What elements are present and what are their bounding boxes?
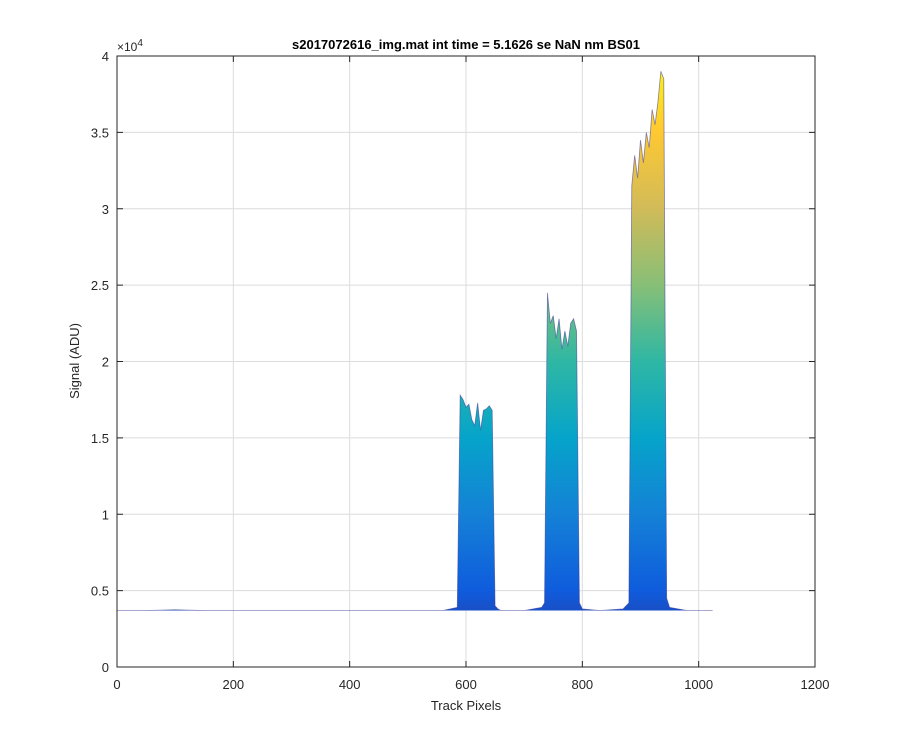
grid-lines [117, 56, 815, 667]
y-axis-exponent-power: 4 [137, 38, 143, 49]
x-tick-label: 1000 [684, 677, 713, 692]
y-tick-labels: 0 0.5 1 1.5 2 2.5 3 3.5 4 [91, 49, 109, 675]
x-tick-label: 0 [113, 677, 120, 692]
x-tick-labels: 0 200 400 600 800 1000 1200 [113, 677, 829, 692]
y-tick-label: 0 [102, 660, 109, 675]
y-tick-label: 2 [102, 355, 109, 370]
y-axis-label: Signal (ADU) [67, 323, 82, 399]
y-tick-label: 0.5 [91, 584, 109, 599]
axes [116, 55, 816, 668]
data-layer [117, 71, 713, 611]
x-axis-label: Track Pixels [431, 698, 502, 713]
y-tick-label: 3 [102, 202, 109, 217]
series-line [117, 71, 713, 611]
y-tick-label: 4 [102, 49, 109, 64]
y-axis-exponent: ×104 [117, 38, 143, 54]
x-tick-label: 400 [339, 677, 361, 692]
y-tick-label: 2.5 [91, 278, 109, 293]
series-area [117, 71, 713, 611]
y-tick-label: 3.5 [91, 125, 109, 140]
y-tick-label: 1.5 [91, 431, 109, 446]
chart-title: s2017072616_img.mat int time = 5.1626 se… [292, 37, 640, 52]
x-tick-label: 200 [222, 677, 244, 692]
y-axis-exponent-base: ×10 [117, 40, 138, 54]
y-tick-label: 1 [102, 507, 109, 522]
x-tick-label: 600 [455, 677, 477, 692]
x-tick-label: 800 [571, 677, 593, 692]
x-tick-label: 1200 [801, 677, 830, 692]
